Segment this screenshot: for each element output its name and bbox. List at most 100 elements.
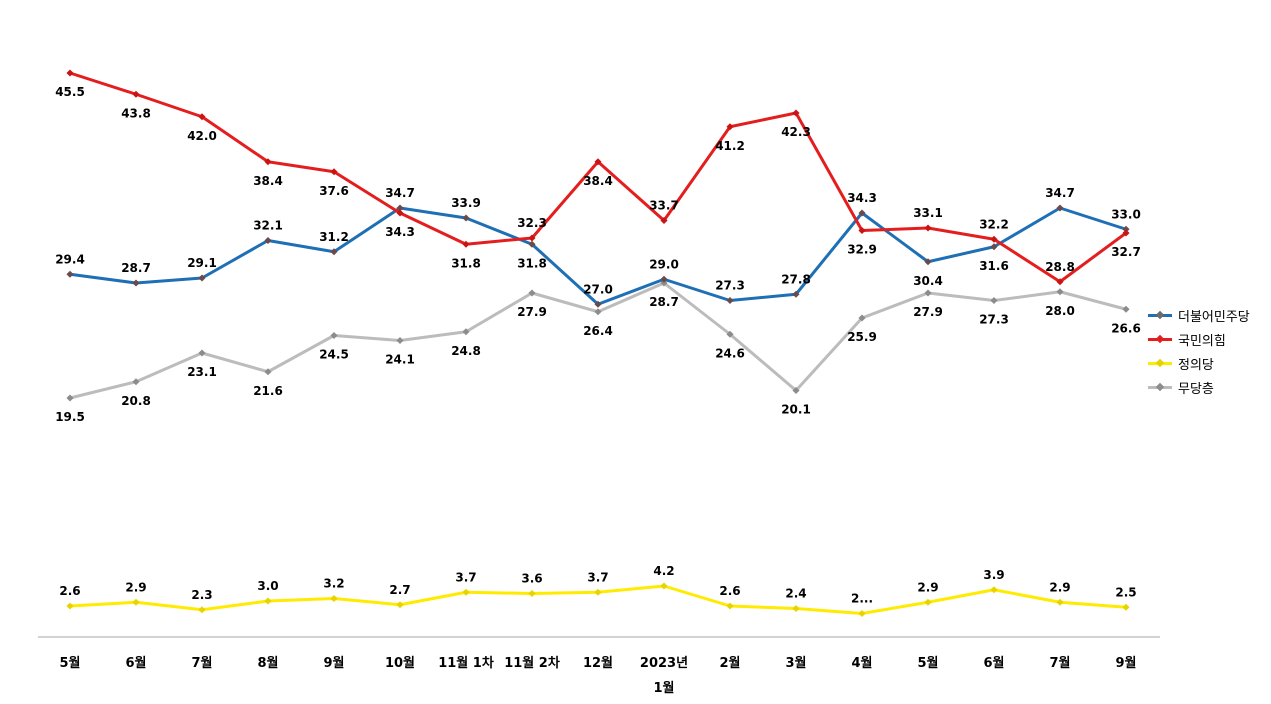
data-label: 37.6 — [319, 184, 349, 198]
data-label: 45.5 — [55, 85, 85, 99]
data-point — [858, 314, 866, 322]
data-label: 33.7 — [649, 199, 679, 213]
data-label: 2.9 — [917, 580, 938, 594]
data-point — [594, 300, 602, 308]
data-label: 33.1 — [913, 206, 943, 220]
data-label: 3.9 — [983, 568, 1004, 582]
data-label: 43.8 — [121, 106, 151, 120]
data-point — [198, 113, 206, 121]
data-point — [660, 275, 668, 283]
x-tick-label: 7월 — [191, 655, 212, 671]
data-point — [858, 209, 866, 217]
data-label: 31.6 — [979, 259, 1009, 273]
data-label: 29.0 — [649, 257, 679, 271]
data-point — [330, 594, 338, 603]
data-label: 20.8 — [121, 394, 151, 408]
data-point — [264, 158, 272, 166]
data-label: 33.0 — [1111, 207, 1141, 221]
data-point — [462, 588, 470, 596]
data-point — [792, 386, 800, 395]
x-tick-label: 4월 — [851, 655, 872, 671]
data-label: 2.3 — [191, 588, 212, 602]
data-label: 27.9 — [913, 305, 943, 319]
data-point — [66, 394, 74, 402]
x-tick-label: 2월 — [719, 655, 740, 671]
data-point — [792, 290, 800, 298]
legend-label: 정의당 — [1178, 358, 1214, 373]
data-label: 23.1 — [187, 365, 217, 379]
data-label: 20.1 — [781, 403, 811, 417]
data-point — [594, 588, 602, 596]
data-label: 28.7 — [121, 261, 151, 275]
x-tick-label: 9월 — [323, 655, 344, 671]
data-point — [726, 330, 734, 338]
data-point — [330, 168, 338, 176]
data-point — [660, 582, 668, 590]
x-tick-label: 2023년 — [640, 656, 688, 671]
data-label: 3.7 — [455, 570, 476, 584]
data-label: 3.7 — [587, 570, 608, 584]
data-point — [792, 109, 800, 117]
data-label: 2.5 — [1115, 585, 1136, 599]
data-point — [462, 240, 470, 248]
x-tick-label: 12월 — [583, 655, 613, 671]
data-point — [726, 602, 734, 610]
data-point — [660, 216, 668, 225]
data-label: 27.9 — [517, 305, 547, 319]
data-point — [264, 597, 272, 605]
data-point — [924, 598, 932, 606]
data-label: 32.7 — [1111, 245, 1141, 259]
data-point — [396, 204, 404, 212]
x-tick-label: 3월 — [785, 655, 806, 671]
data-label: 32.3 — [517, 216, 547, 230]
data-point — [198, 274, 206, 282]
data-point — [66, 270, 74, 278]
data-label: 27.0 — [583, 282, 613, 296]
x-tick-label: 7월 — [1049, 655, 1070, 671]
data-label: 27.3 — [979, 313, 1009, 327]
data-point — [924, 224, 932, 232]
data-point — [594, 158, 602, 166]
data-label: 3.0 — [257, 579, 278, 593]
data-point — [396, 601, 404, 609]
data-point — [1056, 598, 1064, 606]
data-point — [132, 598, 140, 606]
data-point — [792, 604, 800, 613]
data-label: 38.4 — [583, 174, 613, 188]
x-tick-label: 5월 — [59, 655, 80, 671]
x-tick-label: 6월 — [983, 655, 1004, 671]
series-line-3 — [69, 281, 1127, 400]
data-label: 31.8 — [517, 256, 547, 270]
data-label: 26.4 — [583, 324, 613, 338]
data-label: 34.3 — [847, 191, 877, 205]
data-point — [726, 123, 734, 131]
data-point — [132, 378, 140, 386]
legend-label: 더불어민주당 — [1178, 310, 1250, 325]
data-point — [264, 236, 272, 245]
data-point — [990, 243, 998, 251]
data-label: 33.9 — [451, 196, 481, 210]
x-tick-label: 1월 — [653, 680, 674, 696]
data-label: 29.1 — [187, 256, 217, 270]
data-point — [924, 258, 932, 266]
data-label: 21.6 — [253, 384, 283, 398]
data-label: 28.7 — [649, 295, 679, 309]
data-label: 41.2 — [715, 139, 745, 153]
data-point — [330, 331, 338, 340]
data-point — [1122, 603, 1130, 611]
data-label: 3.6 — [521, 572, 542, 586]
data-point — [396, 336, 404, 345]
data-label: 28.0 — [1045, 304, 1075, 318]
x-tick-label: 8월 — [257, 655, 278, 671]
data-label: 2.6 — [59, 584, 80, 598]
x-tick-label: 6월 — [125, 655, 146, 671]
data-point — [528, 289, 536, 297]
data-label: 28.8 — [1045, 260, 1075, 274]
data-label: 25.9 — [847, 330, 877, 344]
data-label: 19.5 — [55, 410, 85, 424]
data-point — [264, 368, 272, 376]
data-point — [990, 586, 998, 594]
data-label: 26.6 — [1111, 321, 1141, 335]
data-point — [990, 235, 998, 243]
data-label: 42.3 — [781, 125, 811, 139]
